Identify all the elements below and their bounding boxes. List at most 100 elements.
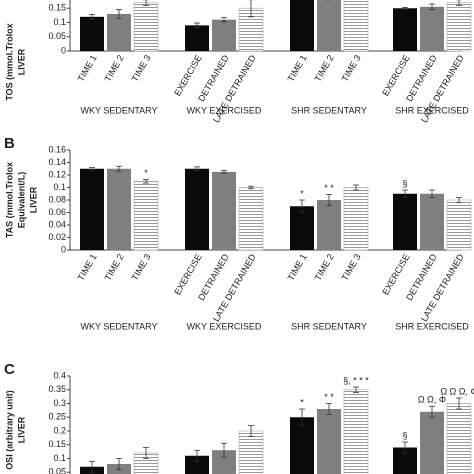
- annotation: Ω Ω, Φ: [418, 395, 446, 405]
- group-label: SHR SEDENTARY: [291, 105, 367, 115]
- bar: [290, 0, 314, 52]
- y-tick-label: 0.08: [48, 194, 66, 204]
- bar: [238, 430, 264, 474]
- error-bar: [402, 189, 408, 198]
- error-bar: [143, 0, 149, 6]
- group-label: SHR EXERCISED: [395, 105, 469, 115]
- error-bar: [194, 449, 200, 462]
- x-tick-label: TIME 1: [76, 53, 99, 83]
- x-tick-label: TIME 1: [286, 252, 309, 282]
- error-bar: [248, 425, 254, 437]
- y-tick-label: 0.35: [48, 384, 66, 394]
- bar: [133, 2, 159, 52]
- error-bar: [456, 0, 462, 6]
- y-axis-label: LIVER: [16, 416, 26, 443]
- bar: [317, 200, 341, 250]
- error-bar: [89, 167, 95, 171]
- y-tick-label: 0.1: [53, 182, 66, 192]
- y-tick-label: 0.12: [48, 169, 66, 179]
- bar: [238, 187, 264, 251]
- error-bar: [89, 14, 95, 20]
- group-label: WKY EXERCISED: [187, 105, 262, 115]
- y-tick-label: 0.04: [48, 219, 66, 229]
- error-bar: [429, 405, 435, 418]
- bar: [317, 0, 341, 52]
- annotation: *: [300, 397, 304, 407]
- y-tick-label: 0.2: [53, 425, 66, 435]
- y-tick-label: 0.3: [53, 398, 66, 408]
- error-bar: [299, 199, 305, 213]
- error-bar: [299, 408, 305, 426]
- y-tick-label: 0.1: [53, 17, 66, 27]
- annotation: §, * * *: [343, 375, 369, 385]
- x-tick-label: EXERCISE: [172, 53, 203, 97]
- error-bar: [402, 6, 408, 10]
- group-label: WKY SEDENTARY: [80, 105, 157, 115]
- x-tick-label: TIME 1: [286, 53, 309, 83]
- bar: [446, 2, 472, 52]
- x-tick-label: TIME 2: [103, 53, 126, 83]
- x-tick-label: TIME 3: [340, 252, 363, 282]
- bar: [133, 180, 159, 251]
- error-bar: [143, 178, 149, 184]
- y-axis-label: TAS (mmol.Trolox: [4, 162, 14, 238]
- x-tick-label: TIME 2: [103, 252, 126, 282]
- bar: [446, 199, 472, 251]
- bar: [290, 417, 314, 474]
- bar: [290, 206, 314, 250]
- x-tick-label: EXERCISE: [172, 252, 203, 296]
- y-tick-label: 0.1: [53, 453, 66, 463]
- x-tick-label: EXERCISE: [380, 252, 411, 296]
- x-tick-label: TIME 1: [76, 252, 99, 282]
- annotation: §: [402, 430, 407, 440]
- y-axis-label: LIVER: [16, 48, 26, 75]
- x-tick-label: TIME 3: [340, 53, 363, 83]
- bar: [446, 403, 472, 474]
- error-bar: [456, 397, 462, 410]
- bar: [212, 450, 236, 474]
- error-bar: [353, 386, 359, 393]
- error-bar: [402, 441, 408, 454]
- error-bar: [456, 197, 462, 203]
- y-tick-label: 0.02: [48, 232, 66, 242]
- bar: [420, 6, 444, 51]
- x-tick-label: TIME 2: [313, 252, 336, 282]
- y-tick-label: 0: [61, 244, 66, 254]
- x-tick-label: TIME 3: [130, 53, 153, 83]
- error-bar: [116, 165, 122, 172]
- bar: [107, 13, 131, 51]
- y-axis-label: TOS (mmol.Trolox: [4, 23, 14, 100]
- bar: [212, 171, 236, 250]
- error-bar: [116, 9, 122, 19]
- y-axis-label: Equivalent/L): [16, 172, 26, 229]
- group-label: SHR EXERCISED: [395, 321, 469, 331]
- error-bar: [326, 403, 332, 415]
- y-tick-label: 0.25: [48, 412, 66, 422]
- y-tick-label: 0.05: [48, 467, 66, 474]
- y-tick-label: 0.15: [48, 439, 66, 449]
- bar: [343, 0, 369, 52]
- panel-letter: C: [4, 361, 15, 378]
- bar: [107, 168, 131, 250]
- y-tick-label: 0: [61, 45, 66, 55]
- bar: [185, 168, 209, 250]
- error-bar: [429, 189, 435, 198]
- group-label: WKY SEDENTARY: [80, 321, 157, 331]
- bar: [393, 193, 417, 250]
- annotation: *: [144, 168, 148, 178]
- annotation: *: [300, 188, 304, 198]
- error-bar: [326, 193, 332, 207]
- group-label: SHR SEDENTARY: [291, 321, 367, 331]
- y-tick-label: 0.16: [48, 144, 66, 154]
- x-tick-label: TIME 2: [313, 53, 336, 83]
- y-tick-label: 0.4: [53, 370, 66, 380]
- error-bar: [143, 447, 149, 459]
- bar: [80, 16, 104, 51]
- annotation: * *: [324, 392, 334, 402]
- error-bar: [221, 16, 227, 23]
- error-bar: [194, 22, 200, 29]
- bar: [343, 389, 369, 474]
- x-tick-label: TIME 3: [130, 252, 153, 282]
- group-label: WKY EXERCISED: [187, 321, 262, 331]
